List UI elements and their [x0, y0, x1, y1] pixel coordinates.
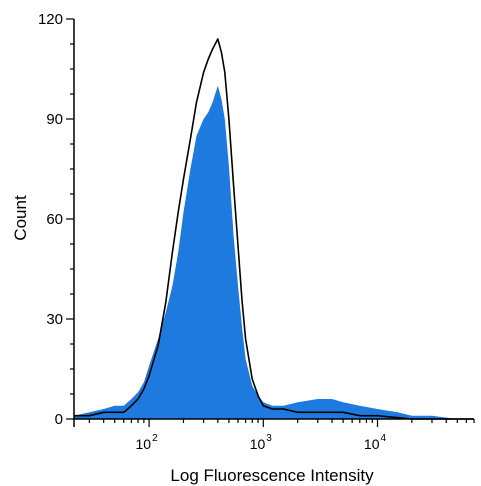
y-tick-label: 0 — [55, 411, 63, 428]
x-tick-label: 10 — [250, 436, 266, 452]
histogram-outline-series — [74, 38, 474, 420]
x-tick-label: 10 — [136, 436, 152, 452]
x-tick-label: 10 — [364, 436, 380, 452]
x-tick-exponent: 4 — [380, 433, 386, 444]
x-tick-exponent: 2 — [152, 433, 158, 444]
y-axis-label: Count — [11, 195, 30, 241]
x-tick-exponent: 3 — [266, 433, 272, 444]
plot-area — [74, 38, 474, 420]
axes — [66, 18, 475, 427]
y-tick-label: 30 — [46, 311, 63, 328]
y-tick-label: 90 — [46, 111, 63, 128]
x-axis-label: Log Fluorescence Intensity — [170, 466, 374, 485]
histogram-filled-series — [74, 85, 474, 419]
y-tick-label: 120 — [38, 11, 63, 28]
y-tick-label: 60 — [46, 211, 63, 228]
